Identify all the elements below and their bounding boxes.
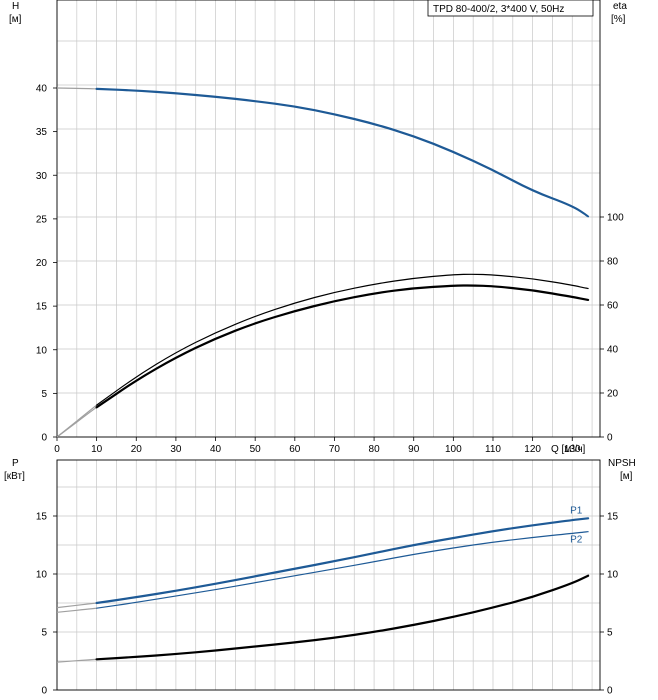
x-tick-label: 60 xyxy=(289,444,301,455)
curve-extrapolated xyxy=(56,406,98,438)
x-tick-label: 100 xyxy=(445,444,462,455)
right-tick-label: 10 xyxy=(607,570,619,581)
right-tick-label: 80 xyxy=(607,257,619,268)
x-tick-label: 70 xyxy=(329,444,341,455)
right-tick-label: 40 xyxy=(607,345,619,356)
left-tick-label: 10 xyxy=(36,345,48,356)
title-box xyxy=(427,0,594,17)
x-tick-label: 50 xyxy=(250,444,262,455)
x-tick-label: 0 xyxy=(54,444,60,455)
x-axis-label: Q [м³/ч] xyxy=(551,444,586,455)
x-tick-label: 10 xyxy=(91,444,103,455)
series-label-p2: P2 xyxy=(570,535,583,546)
p2-curve-extrapolated xyxy=(56,607,98,613)
left-tick-label: 25 xyxy=(36,214,48,225)
right-tick-label: 0 xyxy=(607,686,613,697)
top-right-axis-label: eta xyxy=(613,1,627,12)
bottom-right-axis-unit: [м] xyxy=(620,471,633,482)
top-left-axis-label: H xyxy=(12,1,19,12)
left-tick-label: 15 xyxy=(36,512,48,523)
plot-frame xyxy=(56,459,601,691)
plot-frame xyxy=(56,0,601,438)
curve-extrapolated xyxy=(56,658,98,663)
x-tick-label: 130 xyxy=(564,444,581,455)
x-tick-label: 120 xyxy=(524,444,541,455)
left-tick-label: 30 xyxy=(36,171,48,182)
curve xyxy=(95,574,590,661)
top-left-axis-unit: [м] xyxy=(9,14,22,25)
p2-curve xyxy=(96,531,589,609)
bottom-chart-grid xyxy=(56,460,600,691)
left-tick-label: 15 xyxy=(36,302,48,313)
curve xyxy=(96,273,589,406)
chart-title: TPD 80-400/2, 3*400 V, 50Hz xyxy=(433,4,564,15)
curve-extrapolated xyxy=(56,87,98,90)
x-tick-label: 110 xyxy=(485,444,501,455)
x-tick-label: 80 xyxy=(369,444,381,455)
left-tick-label: 40 xyxy=(36,84,48,95)
left-tick-label: 0 xyxy=(41,686,47,697)
right-tick-label: 15 xyxy=(607,512,619,523)
right-tick-label: 20 xyxy=(607,389,619,400)
right-tick-label: 100 xyxy=(607,213,624,224)
bottom-left-axis-label: P xyxy=(12,458,19,469)
left-tick-label: 10 xyxy=(36,570,48,581)
right-tick-label: 5 xyxy=(607,628,613,639)
top-chart-grid xyxy=(56,0,600,438)
bottom-right-axis-label: NPSH xyxy=(608,458,636,469)
p1-curve-extrapolated xyxy=(56,602,97,609)
x-tick-label: 20 xyxy=(131,444,143,455)
left-tick-label: 35 xyxy=(36,127,48,138)
right-tick-label: 0 xyxy=(607,433,613,444)
x-tick-label: 90 xyxy=(408,444,420,455)
left-tick-label: 5 xyxy=(41,389,47,400)
left-tick-label: 5 xyxy=(41,628,47,639)
p1-curve xyxy=(95,517,590,605)
series-label-p1: P1 xyxy=(570,505,583,516)
x-tick-label: 40 xyxy=(210,444,222,455)
top-right-axis-unit: [%] xyxy=(611,14,626,25)
curve xyxy=(95,87,590,218)
bottom-left-axis-unit: [кВт] xyxy=(4,471,25,482)
right-tick-label: 60 xyxy=(607,301,619,312)
left-tick-label: 0 xyxy=(41,433,47,444)
x-tick-label: 30 xyxy=(170,444,182,455)
curve xyxy=(95,284,590,409)
left-tick-label: 20 xyxy=(36,258,48,269)
